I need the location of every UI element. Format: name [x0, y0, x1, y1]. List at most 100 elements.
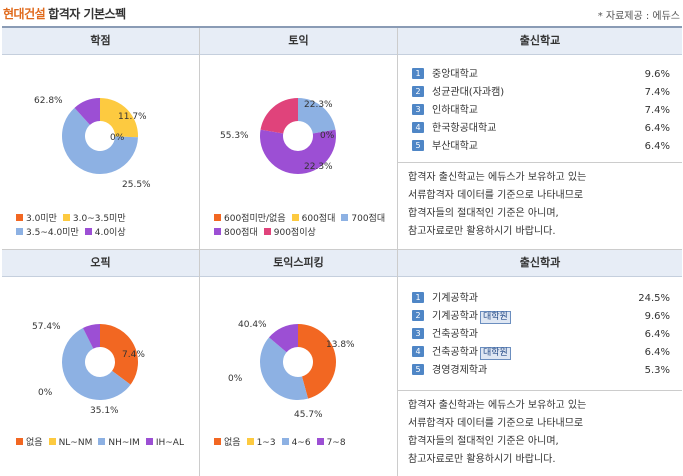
- donut-slice: [100, 98, 138, 138]
- legend-item: 600점대: [291, 212, 335, 226]
- rank-number-badge: 3: [412, 328, 424, 339]
- slice-value-label: 13.8%: [326, 340, 355, 350]
- school-panel: 출신학교 1 중앙대학교 9.6% 2 성균관대(자과캠) 7.4% 3 인하대학교 7.4% 4…: [398, 28, 682, 250]
- ranking-percent: 5.3%: [644, 365, 670, 376]
- rank-number-badge: 1: [412, 292, 424, 303]
- legend-item: NH~IM: [98, 436, 140, 450]
- ranking-row: 3 건축공학과 6.4%: [412, 326, 670, 344]
- legend-item: 600점미만/없음: [214, 212, 286, 226]
- note-line: 합격자들의 절대적인 기준은 아니며,: [408, 208, 559, 219]
- legend-item: 3.5~4.0미만: [16, 226, 79, 240]
- ranking-percent: 6.4%: [644, 329, 670, 340]
- company-name: 현대건설: [3, 7, 46, 21]
- legend-label: 1~3: [256, 438, 276, 448]
- slice-value-label: 0%: [228, 374, 243, 384]
- donut-slice: [298, 98, 336, 134]
- page-title: 현대건설 합격자 기본스펙: [3, 5, 126, 22]
- toeic-speaking-legend: 없음 1~3 4~6 7~8: [214, 436, 394, 450]
- slice-value-label: 0%: [320, 131, 335, 141]
- legend-label: IH~AL: [155, 438, 184, 448]
- legend-label: 600점미만/없음: [224, 214, 286, 224]
- legend-swatch: [98, 438, 106, 445]
- major-panel: 출신학과 1 기계공학과 24.5% 2 기계공학과 대학원 9.6% 3 건축공학과 6.4% 4…: [398, 250, 682, 476]
- ranking-row: 2 기계공학과 대학원 9.6%: [412, 308, 670, 326]
- ranking-row: 1 기계공학과 24.5%: [412, 290, 670, 308]
- note-line: 합격자 출신학교는 에듀스가 보유하고 있는: [408, 172, 587, 183]
- toeic-speaking-panel-title: 토익스피킹: [200, 250, 397, 277]
- ranking-name: 한국항공대학교: [432, 123, 497, 134]
- graduate-school-tag: 대학원: [480, 347, 511, 360]
- rank-number-badge: 1: [412, 68, 424, 79]
- note-line: 합격자들의 절대적인 기준은 아니며,: [408, 436, 559, 447]
- legend-item: 7~8: [316, 436, 346, 450]
- opic-donut-chart: [62, 324, 138, 400]
- spec-grid: 학점 0% 25.5% 62.8% 11.7% 3.0미만 3.0~3.5미만 3.5~4…: [2, 26, 682, 476]
- legend-item: 3.0미만: [16, 212, 57, 226]
- legend-swatch: [214, 438, 221, 445]
- legend-item: 3.0~3.5미만: [62, 212, 126, 226]
- legend-swatch: [281, 438, 289, 445]
- legend-label: 7~8: [326, 438, 346, 448]
- ranking-name: 성균관대(자과캠): [432, 87, 505, 98]
- graduate-school-tag: 대학원: [480, 311, 511, 324]
- toeic-donut-chart: [260, 98, 336, 174]
- donut-slice: [260, 129, 336, 174]
- slice-value-label: 40.4%: [238, 320, 267, 330]
- gpa-legend: 3.0미만 3.0~3.5미만 3.5~4.0미만 4.0이상: [16, 212, 196, 240]
- donut-slice: [82, 324, 100, 349]
- legend-item: IH~AL: [145, 436, 184, 450]
- donut-slice: [269, 324, 298, 353]
- slice-value-label: 57.4%: [32, 322, 61, 332]
- rank-number-badge: 4: [412, 122, 424, 133]
- opic-legend: 없음 NL~NM NH~IM IH~AL: [16, 436, 196, 450]
- rank-number-badge: 2: [412, 86, 424, 97]
- ranking-row: 1 중앙대학교 9.6%: [412, 66, 670, 84]
- donut-slice: [100, 324, 138, 385]
- legend-item: 1~3: [246, 436, 276, 450]
- section-title: 합격자 기본스펙: [48, 7, 126, 21]
- legend-swatch: [291, 214, 299, 221]
- slice-value-label: 55.3%: [220, 131, 249, 141]
- legend-label: 3.0~3.5미만: [72, 214, 126, 224]
- legend-swatch: [16, 214, 23, 221]
- legend-swatch: [16, 438, 23, 445]
- legend-label: 없음: [224, 438, 241, 448]
- ranking-row: 2 성균관대(자과캠) 7.4%: [412, 84, 670, 102]
- donut-slice: [74, 98, 100, 125]
- ranking-percent: 24.5%: [638, 293, 670, 304]
- legend-swatch: [214, 214, 221, 221]
- ranking-percent: 6.4%: [644, 347, 670, 358]
- major-note: 합격자 출신학과는 에듀스가 보유하고 있는 서류합격자 데이터를 기준으로 나타…: [398, 390, 682, 469]
- ranking-row: 3 인하대학교 7.4%: [412, 102, 670, 120]
- rank-number-badge: 3: [412, 104, 424, 115]
- legend-swatch: [246, 438, 254, 445]
- major-panel-title: 출신학과: [398, 250, 682, 277]
- note-line: 참고자료로만 활용하시기 바랍니다.: [408, 454, 556, 465]
- legend-label: 없음: [26, 438, 43, 448]
- slice-value-label: 0%: [38, 388, 53, 398]
- ranking-row: 5 경영경제학과 5.3%: [412, 362, 670, 380]
- legend-label: 800점대: [224, 228, 258, 238]
- legend-swatch: [48, 438, 56, 445]
- legend-label: 900점이상: [273, 228, 316, 238]
- legend-label: 3.0미만: [26, 214, 57, 224]
- legend-swatch: [62, 214, 70, 221]
- note-line: 참고자료로만 활용하시기 바랍니다.: [408, 226, 556, 237]
- slice-value-label: 35.1%: [90, 406, 119, 416]
- ranking-percent: 6.4%: [644, 141, 670, 152]
- gpa-panel: 학점 0% 25.5% 62.8% 11.7% 3.0미만 3.0~3.5미만 3.5~4…: [2, 28, 200, 250]
- rank-number-badge: 2: [412, 310, 424, 321]
- slice-value-label: 7.4%: [122, 350, 145, 360]
- gpa-donut-chart: [61, 98, 138, 175]
- slice-value-label: 25.5%: [122, 180, 151, 190]
- legend-item: 없음: [214, 436, 241, 450]
- legend-swatch: [341, 214, 349, 221]
- note-line: 서류합격자 데이터를 기준으로 나타내므로: [408, 190, 584, 201]
- slice-value-label: 0%: [110, 133, 125, 143]
- note-line: 합격자 출신학과는 에듀스가 보유하고 있는: [408, 400, 587, 411]
- legend-item: 없음: [16, 436, 43, 450]
- legend-item: 900점이상: [263, 226, 316, 240]
- legend-item: NL~NM: [48, 436, 92, 450]
- opic-panel: 오픽 35.1% 0% 57.4% 7.4% 없음 NL~NM NH~IM IH~AL: [2, 250, 200, 476]
